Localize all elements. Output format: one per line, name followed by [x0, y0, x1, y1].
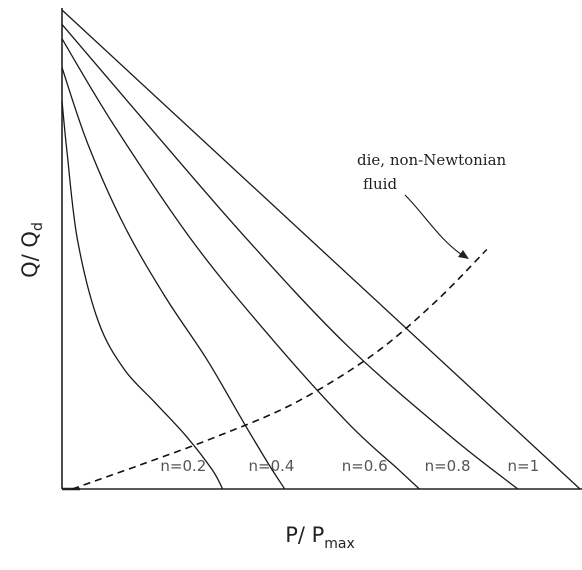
series-layer	[61, 9, 581, 490]
annotation-arrow-head	[458, 250, 469, 259]
label-layer: n=1 n=0.8 n=0.6 n=0.4 n=0.2	[160, 457, 539, 475]
die-curve-dashed	[72, 248, 488, 490]
annotation: die, non-Newtonian fluid	[357, 151, 507, 259]
series-label-n-1: n=1	[508, 457, 540, 475]
annotation-line-2: fluid	[363, 175, 397, 193]
series-line-n-1	[61, 9, 581, 490]
y-axis-title: Q/ Qd	[18, 222, 46, 278]
plot-frame	[61, 8, 582, 491]
x-axis-title: P/ Pmax	[285, 523, 355, 552]
series-line-n-0-2	[61, 100, 224, 490]
series-label-n-0-4: n=0.4	[249, 457, 295, 475]
y-axis-title-main: Q/ Q	[18, 231, 42, 278]
y-axis-title-sub: d	[30, 222, 46, 231]
svg-text:P/ Pmax: P/ Pmax	[285, 523, 355, 552]
series-label-n-0-8: n=0.8	[425, 457, 471, 475]
series-line-n-0-6	[61, 38, 420, 490]
x-axis-title-main: P/ P	[285, 523, 324, 547]
series-line-n-0-4	[61, 67, 286, 490]
series-label-n-0-6: n=0.6	[342, 457, 388, 475]
x-axis-title-sub: max	[324, 536, 355, 552]
series-label-n-0-2: n=0.2	[160, 457, 206, 475]
svg-text:Q/ Qd: Q/ Qd	[18, 222, 46, 278]
series-line-n-0-8	[61, 23, 519, 490]
annotation-arrow-line	[404, 194, 463, 256]
annotation-line-1: die, non-Newtonian	[357, 151, 507, 169]
